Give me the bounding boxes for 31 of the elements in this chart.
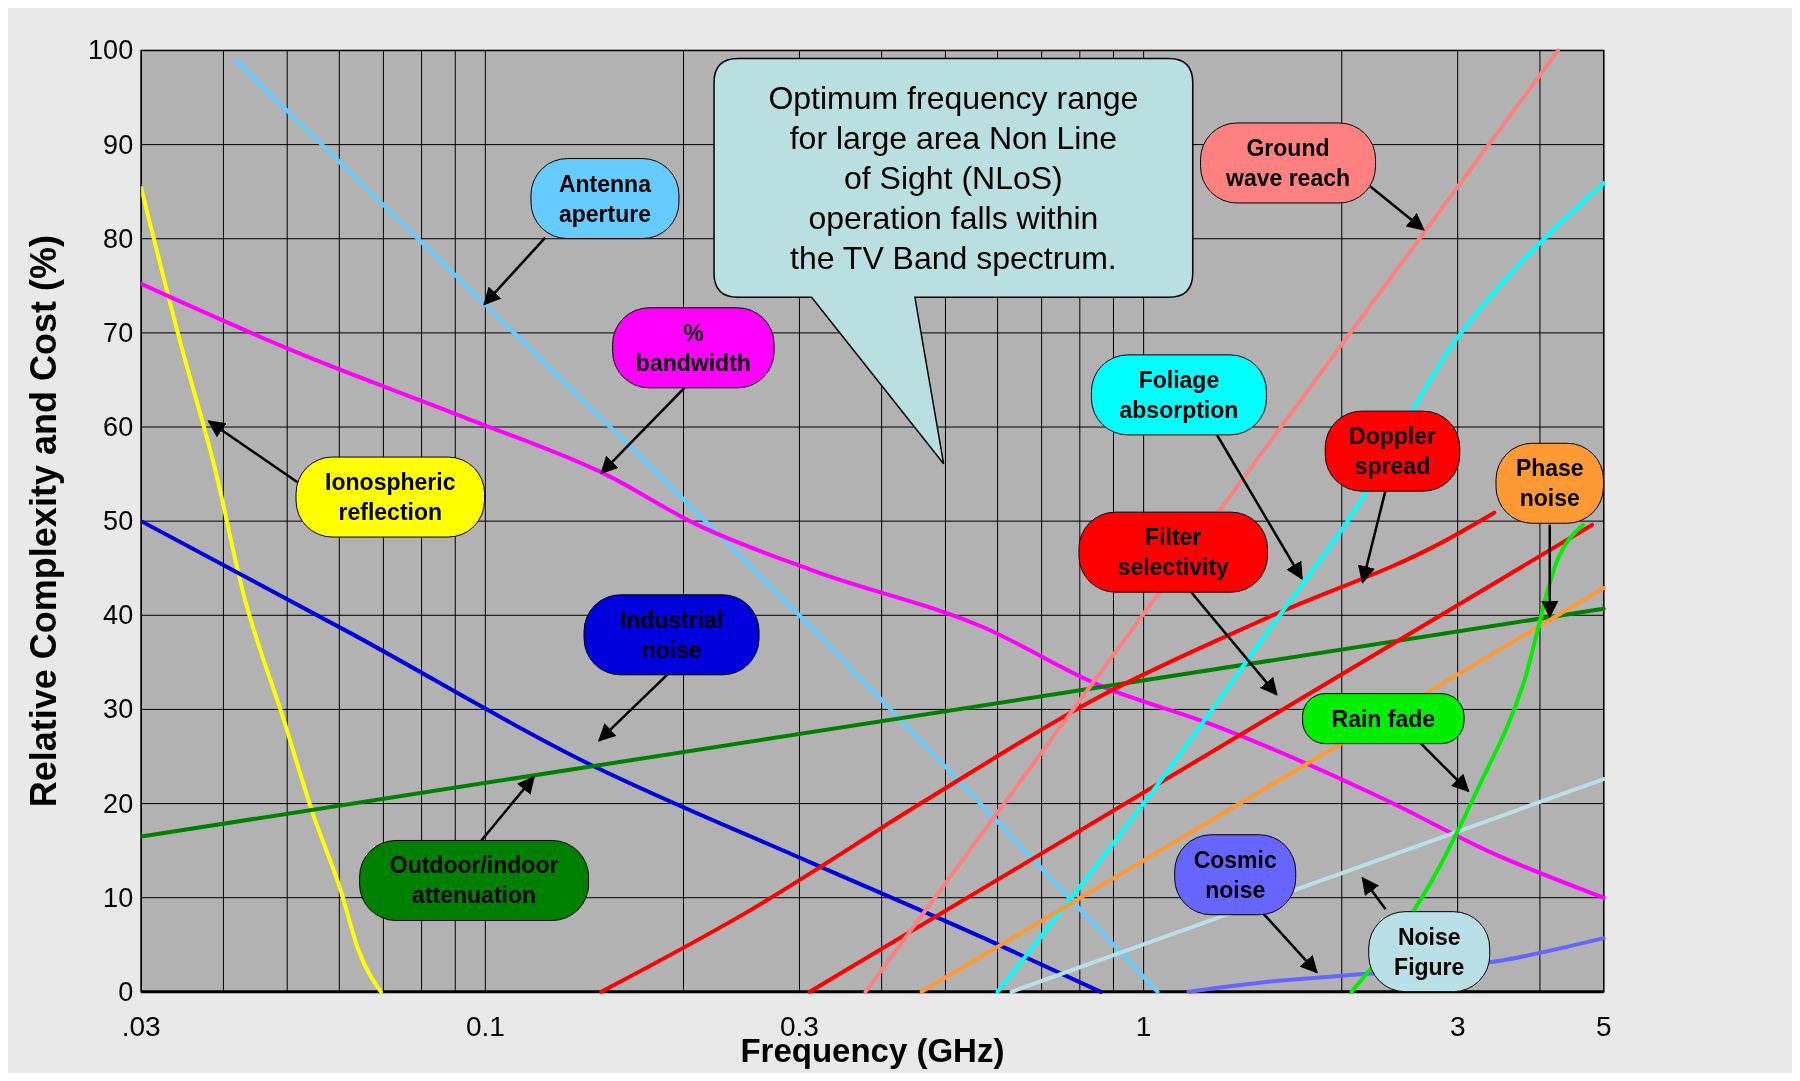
y-tick-label: 60 [103, 412, 134, 443]
text: Industrial noise [619, 606, 724, 663]
y-tick-label: 0 [118, 976, 134, 1007]
y-tick-label: 80 [103, 223, 134, 254]
text: Cosmic noise [1193, 846, 1277, 903]
y-tick-label: 100 [88, 35, 134, 66]
text: Filter selectivity [1117, 524, 1230, 581]
x-tick-label: 5 [1595, 1010, 1612, 1042]
y-tick-label: 90 [103, 129, 134, 160]
text: Antenna aperture [558, 170, 652, 227]
annotation: Optimum frequency range for large area Non Line of Sight (NLoS) operation falls within the TV Band spectrum. [768, 79, 1139, 276]
text: Phase noise [1515, 455, 1584, 512]
y-tick-label: 70 [103, 317, 134, 348]
y-tick-label: 30 [103, 694, 134, 725]
text: Ground wave reach [1225, 134, 1351, 191]
y-axis-title: Relative Complexity and Cost (%) [23, 235, 64, 808]
text: Outdoor/indoor attenuation [389, 852, 559, 909]
text: Doppler spread [1349, 423, 1436, 480]
x-tick-label: 1 [1135, 1010, 1152, 1042]
y-tick-label: 50 [103, 506, 134, 537]
text: Rain fade [1331, 705, 1436, 732]
x-tick-label: .03 [121, 1010, 161, 1042]
text: % bandwidth [635, 319, 751, 376]
y-tick-label: 20 [103, 788, 134, 819]
text: Noise Figure [1394, 923, 1465, 980]
x-tick-label: 0.1 [465, 1010, 505, 1042]
y-tick-label: 10 [103, 882, 134, 913]
y-tick-label: 40 [103, 600, 134, 631]
text: Foliage absorption [1119, 366, 1239, 423]
text: Ionospheric reflection [325, 469, 456, 526]
x-tick-label: 3 [1449, 1010, 1466, 1042]
